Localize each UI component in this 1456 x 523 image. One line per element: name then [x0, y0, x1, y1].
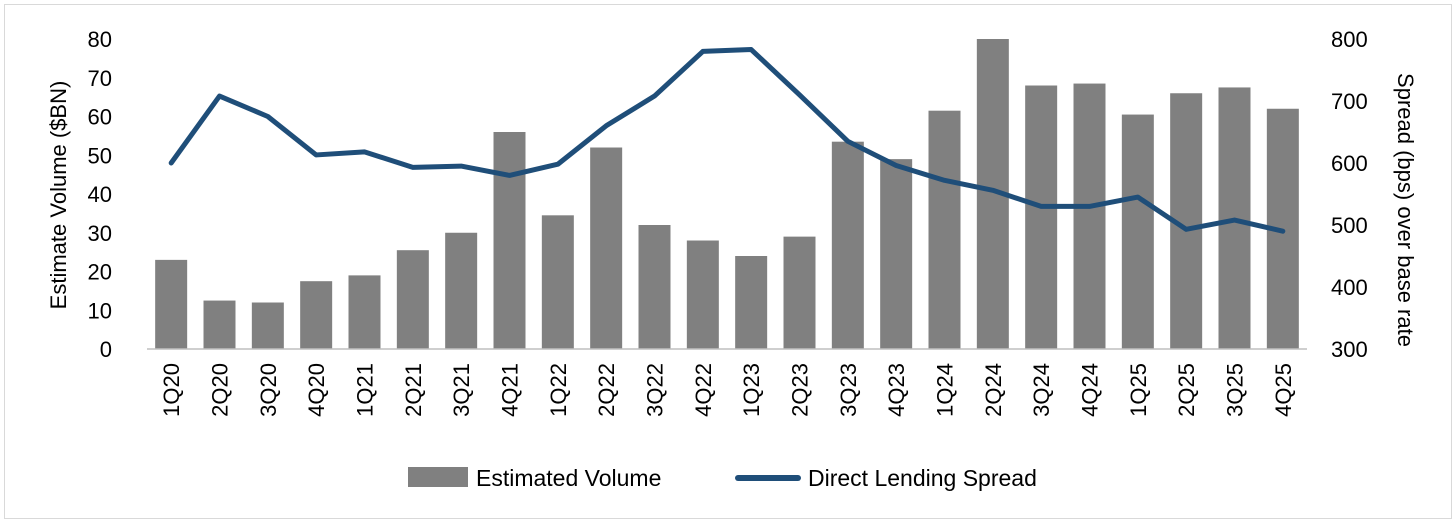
bar-1Q23 [735, 256, 768, 349]
x-tick-label-2Q20: 2Q20 [208, 363, 233, 417]
legend-swatch-volume [408, 467, 468, 487]
x-tick-label-1Q20: 1Q20 [159, 363, 184, 417]
left-tick-label: 10 [88, 298, 112, 323]
bar-1Q21 [348, 275, 381, 349]
bar-3Q21 [445, 232, 478, 349]
left-axis-title: Estimate Volume ($BN) [46, 81, 71, 310]
x-tick-label-4Q20: 4Q20 [304, 363, 329, 417]
right-tick-label: 300 [1331, 337, 1368, 362]
right-tick-label: 700 [1331, 89, 1368, 114]
x-tick-label-1Q22: 1Q22 [546, 363, 571, 417]
right-axis-title: Spread (bps) over base rate [1393, 73, 1418, 347]
legend: Estimated Volume Direct Lending Spread [408, 465, 1037, 491]
x-axis-ticks: 1Q20 2Q20 3Q20 4Q20 1Q21 2Q21 3Q21 4Q21 1Q22 2Q22… [159, 363, 1296, 417]
right-tick-label: 800 [1331, 27, 1368, 52]
right-tick-label: 600 [1331, 151, 1368, 176]
x-tick-label-2Q22: 2Q22 [594, 363, 619, 417]
right-axis-ticks: 300 400 500 600 700 800 [1331, 27, 1368, 362]
x-tick-label-2Q25: 2Q25 [1174, 363, 1199, 417]
bar-3Q22 [638, 225, 671, 349]
x-tick-label-4Q21: 4Q21 [498, 363, 523, 417]
x-tick-label-1Q24: 1Q24 [933, 363, 958, 417]
x-tick-label-4Q22: 4Q22 [691, 363, 716, 417]
x-tick-label-3Q20: 3Q20 [256, 363, 281, 417]
left-tick-label: 60 [88, 105, 112, 130]
spread-line [168, 47, 1286, 234]
right-tick-label: 400 [1331, 275, 1368, 300]
bar-4Q24 [1073, 83, 1106, 349]
bar-1Q22 [541, 215, 574, 349]
chart-frame [4, 4, 1452, 519]
bar-2Q21 [396, 250, 429, 349]
x-tick-label-3Q25: 3Q25 [1223, 363, 1248, 417]
x-tick-label-3Q24: 3Q24 [1029, 363, 1054, 417]
x-tick-label-4Q24: 4Q24 [1078, 363, 1103, 417]
left-tick-label: 70 [88, 66, 112, 91]
bar-1Q20 [155, 259, 188, 349]
bar-4Q21 [493, 132, 526, 349]
bar-3Q24 [1025, 85, 1058, 349]
x-tick-label-2Q21: 2Q21 [401, 363, 426, 417]
bar-series [155, 39, 1299, 349]
bar-1Q25 [1121, 114, 1154, 349]
x-tick-label-1Q23: 1Q23 [739, 363, 764, 417]
bar-2Q23 [783, 236, 816, 349]
left-tick-label: 20 [88, 260, 112, 285]
left-tick-label: 40 [88, 182, 112, 207]
x-tick-label-2Q23: 2Q23 [788, 363, 813, 417]
bar-1Q24 [928, 110, 961, 349]
bar-2Q22 [590, 147, 623, 349]
left-tick-label: 50 [88, 143, 112, 168]
x-tick-label-2Q24: 2Q24 [981, 363, 1006, 417]
x-tick-label-3Q21: 3Q21 [449, 363, 474, 417]
bar-2Q20 [203, 300, 236, 349]
left-axis-ticks: 0 10 20 30 40 50 60 70 80 [88, 27, 112, 362]
x-tick-label-3Q23: 3Q23 [836, 363, 861, 417]
x-tick-label-1Q21: 1Q21 [353, 363, 378, 417]
left-tick-label: 30 [88, 221, 112, 246]
right-tick-label: 500 [1331, 213, 1368, 238]
bar-3Q23 [831, 141, 864, 349]
bar-4Q22 [686, 240, 719, 349]
legend-label-spread: Direct Lending Spread [808, 465, 1037, 491]
bar-4Q20 [300, 281, 333, 349]
left-tick-label: 0 [100, 337, 112, 362]
bar-3Q20 [251, 302, 284, 349]
bar-4Q23 [880, 159, 913, 349]
left-tick-label: 80 [88, 27, 112, 52]
x-tick-label-4Q25: 4Q25 [1271, 363, 1296, 417]
legend-label-volume: Estimated Volume [476, 465, 661, 491]
x-tick-label-3Q22: 3Q22 [643, 363, 668, 417]
x-tick-label-1Q25: 1Q25 [1126, 363, 1151, 417]
line-series [168, 47, 1286, 234]
x-tick-label-4Q23: 4Q23 [884, 363, 909, 417]
